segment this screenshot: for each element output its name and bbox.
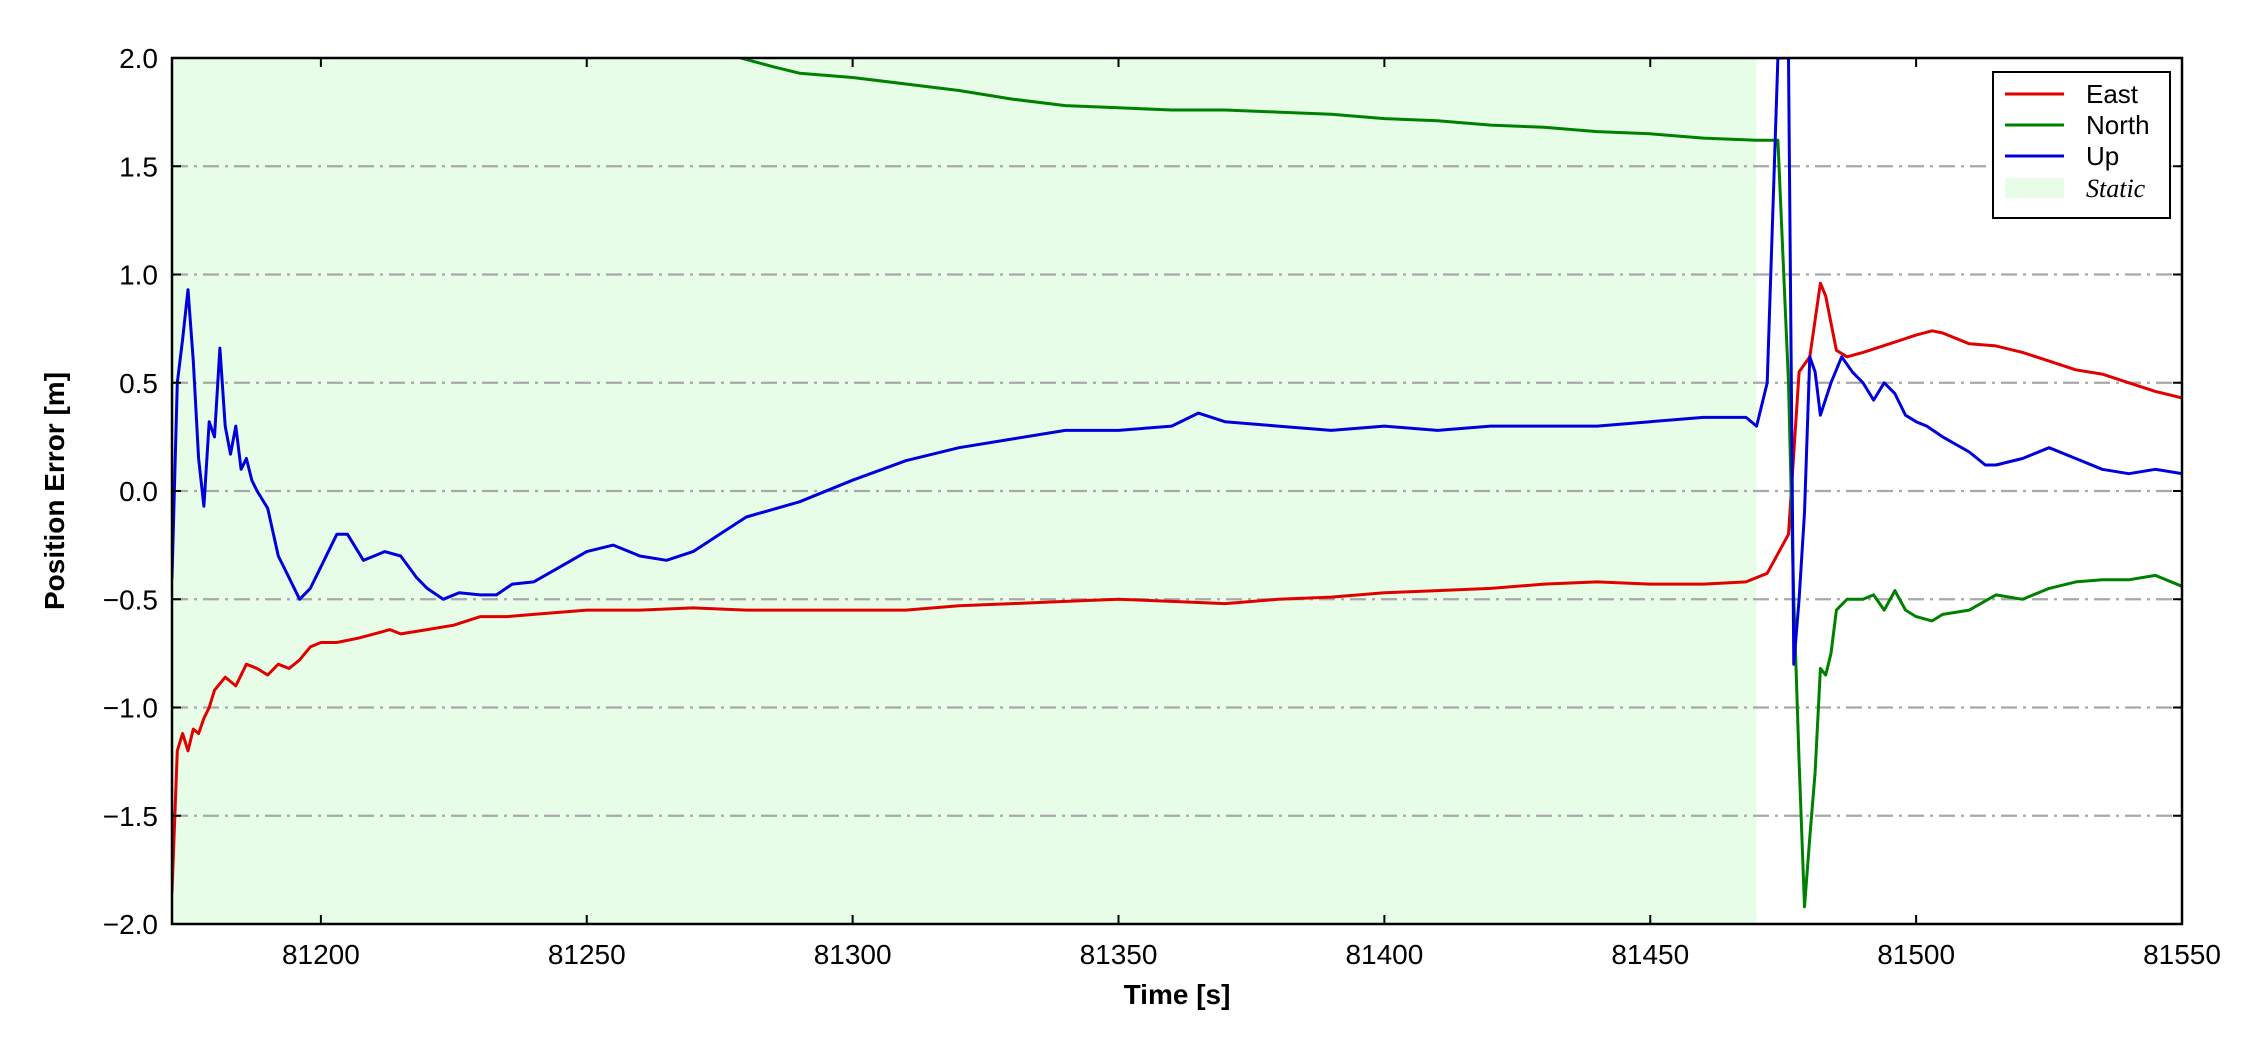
legend-up-label: Up bbox=[2086, 141, 2119, 171]
x-axis-ticks: 81200 81250 81300 81350 81400 81450 81500 81550 bbox=[282, 58, 2221, 970]
y-tick-label: 2.0 bbox=[119, 43, 158, 74]
x-tick-label: 81300 bbox=[814, 939, 892, 970]
x-axis-title: Time [s] bbox=[1124, 979, 1231, 1010]
y-tick-label: 1.0 bbox=[119, 260, 158, 291]
legend-north-label: North bbox=[2086, 110, 2150, 140]
x-tick-label: 81350 bbox=[1080, 939, 1158, 970]
y-tick-label: −1.5 bbox=[103, 801, 158, 832]
y-tick-label: −0.5 bbox=[103, 584, 158, 615]
series-line-east bbox=[172, 281, 2182, 893]
x-tick-label: 81450 bbox=[1611, 939, 1689, 970]
x-tick-label: 81550 bbox=[2143, 939, 2221, 970]
x-tick-label: 81500 bbox=[1877, 939, 1955, 970]
y-tick-label: −1.0 bbox=[103, 693, 158, 724]
static-shading-layer bbox=[172, 58, 1757, 924]
legend-east-label: East bbox=[2086, 79, 2139, 109]
y-axis-title: Position Error [m] bbox=[39, 372, 70, 610]
y-tick-label: 0.0 bbox=[119, 476, 158, 507]
y-tick-label: 0.5 bbox=[119, 368, 158, 399]
legend-static-label: Static bbox=[2086, 174, 2146, 203]
x-tick-label: 81200 bbox=[282, 939, 360, 970]
series-line-up bbox=[172, 58, 2182, 666]
x-tick-label: 81400 bbox=[1345, 939, 1423, 970]
static-region-0 bbox=[172, 58, 1757, 924]
y-tick-label: −2.0 bbox=[103, 909, 158, 940]
legend-static-swatch bbox=[2005, 178, 2064, 198]
y-axis-ticks: −2.0 −1.5 −1.0 −0.5 0.0 0.5 1.0 1.5 2.0 bbox=[103, 43, 2182, 940]
x-tick-label: 81250 bbox=[548, 939, 626, 970]
series-line-north bbox=[739, 58, 2182, 909]
plot-area bbox=[170, 56, 2184, 926]
series-layer bbox=[172, 58, 2182, 909]
y-tick-label: 1.5 bbox=[119, 151, 158, 182]
legend: East North Up Static bbox=[1992, 71, 2171, 219]
